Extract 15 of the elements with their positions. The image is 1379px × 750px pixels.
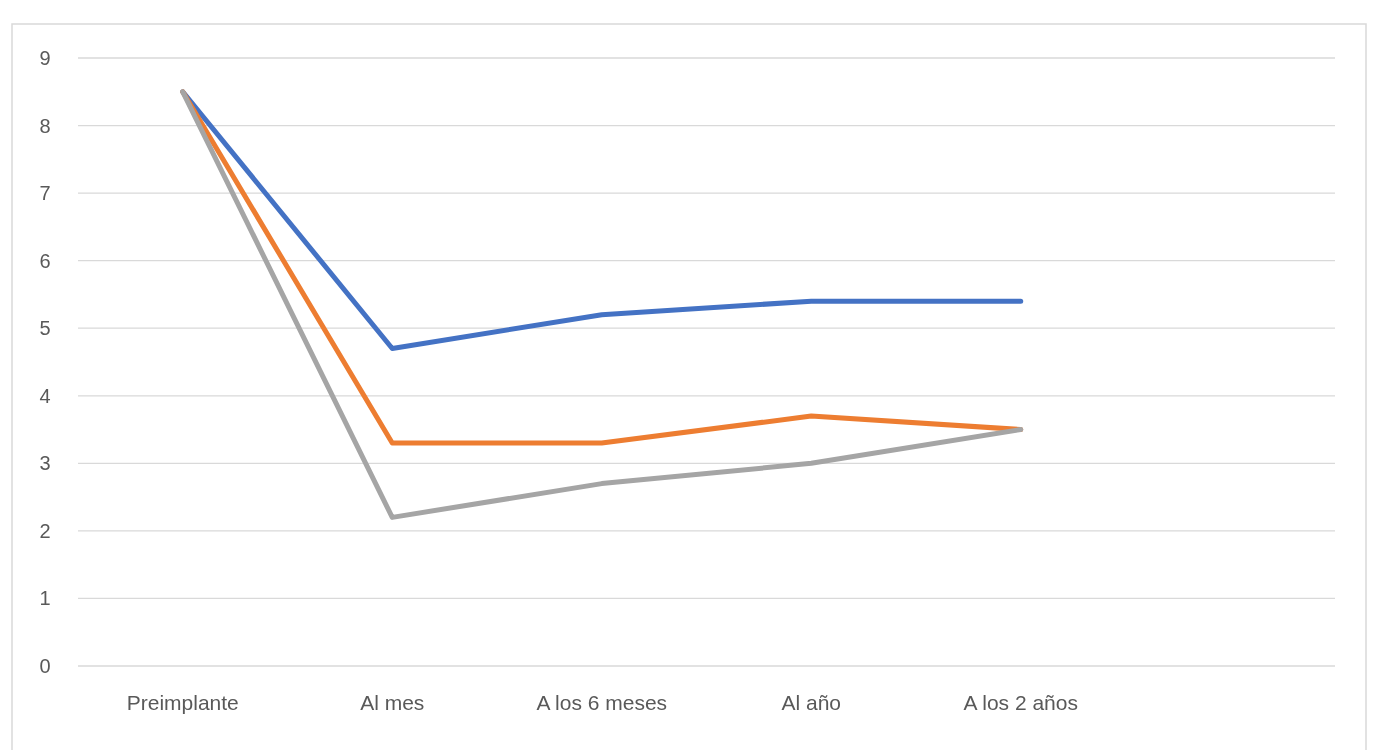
y-tick-label: 7 [39, 182, 51, 205]
x-tick-label: A los 2 años [963, 691, 1078, 715]
y-tick-label: 1 [39, 587, 51, 610]
x-tick-label: Al año [781, 691, 842, 715]
x-tick-label: Preimplante [126, 691, 239, 715]
x-tick-label: Al mes [360, 691, 425, 715]
y-tick-label: 9 [39, 47, 51, 69]
y-tick-label: 5 [39, 317, 51, 340]
y-tick-label: 3 [39, 452, 51, 475]
x-tick-label: A los 6 meses [536, 691, 668, 715]
y-tick-label: 2 [39, 519, 51, 542]
y-tick-label: 6 [39, 249, 51, 272]
y-tick-label: 4 [39, 384, 51, 407]
y-tick-label: 8 [39, 114, 51, 137]
y-tick-label: 0 [39, 655, 51, 677]
